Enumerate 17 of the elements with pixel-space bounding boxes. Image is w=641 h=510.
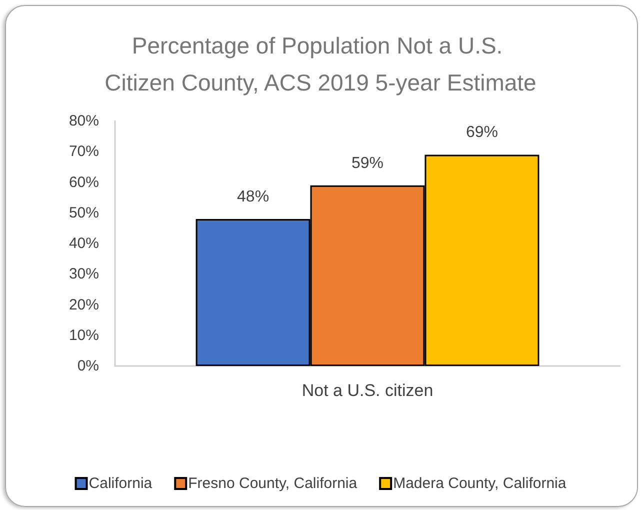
legend-label: California (88, 475, 153, 492)
chart-title: Percentage of Population Not a U.S. Citizen County, ACS 2019 5-year Estimate (104, 32, 536, 96)
y-tick-label: 10% (68, 326, 99, 344)
y-tick-label: 30% (68, 266, 99, 283)
y-tick-label: 40% (68, 235, 99, 252)
y-tick-label: 20% (68, 296, 99, 314)
data-label: 69% (466, 124, 498, 142)
legend-label: Fresno County, California (188, 475, 358, 492)
y-tick-label: 80% (68, 112, 99, 130)
legend-label: Madera County, California (393, 475, 567, 492)
data-label: 48% (237, 188, 270, 206)
y-tick-label: 50% (68, 204, 99, 222)
y-tick-label: 0% (77, 358, 99, 374)
x-tick-label: Not a U.S. citizen (302, 381, 434, 400)
y-tick-label: 60% (68, 174, 99, 191)
data-label: 59% (351, 154, 384, 172)
y-tick-label: 70% (68, 143, 99, 160)
